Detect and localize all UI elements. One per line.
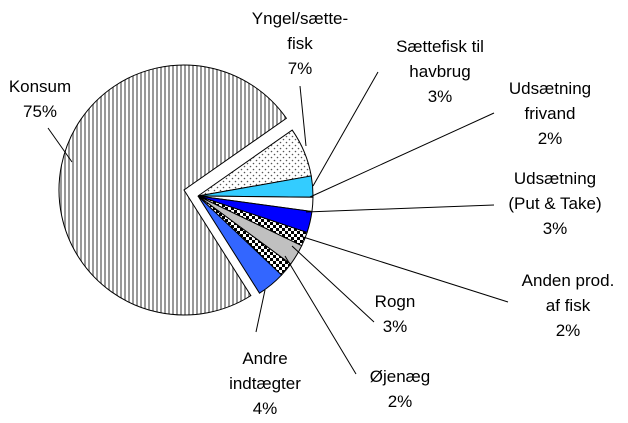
leader-line [255, 289, 266, 333]
label-line: Rogn [375, 292, 416, 311]
label-line: af fisk [546, 296, 591, 315]
leader-line [284, 255, 357, 375]
leader-line [299, 235, 509, 303]
leader-line [291, 245, 375, 323]
value-label: 3% [383, 317, 408, 336]
label-line: Sættefisk til [396, 37, 484, 56]
slice-label: Øjenæg 2% [370, 367, 430, 411]
value-label: 3% [543, 219, 568, 238]
slice-label: Yngel/sætte-fisk 7% [252, 9, 348, 78]
leader-line [47, 127, 73, 163]
pie-slice [197, 195, 283, 294]
label-line: Andre [242, 349, 287, 368]
pie-slice [58, 64, 288, 316]
value-label: 2% [388, 392, 413, 411]
leader-line [305, 204, 495, 213]
slice-label: Udsætning (Put & Take) 3% [508, 169, 601, 238]
slice-label: Udsætning frivand 2% [509, 79, 591, 148]
slice-label: Anden prod. af fisk 2% [522, 271, 615, 340]
value-label: 2% [538, 129, 563, 148]
value-label: 75% [23, 102, 57, 121]
label-line: Udsætning [514, 169, 596, 188]
slice-label: Sættefisk til havbrug 3% [396, 37, 484, 106]
slice-label: Konsum 75% [9, 77, 71, 121]
slice-label: Rogn 3% [375, 292, 416, 336]
value-label: 2% [556, 321, 581, 340]
value-label: 7% [288, 59, 313, 78]
label-line: Yngel/sætte- [252, 9, 348, 28]
value-label: 4% [253, 399, 278, 418]
label-line: Øjenæg [370, 367, 430, 386]
label-line: Konsum [9, 77, 71, 96]
label-line: Udsætning [509, 79, 591, 98]
label-line: indtægter [229, 374, 301, 393]
slice-label: Andre indtægter 4% [229, 349, 301, 418]
label-line: Anden prod. [522, 271, 615, 290]
label-line: (Put & Take) [508, 194, 601, 213]
leader-line [312, 71, 379, 187]
value-label: 3% [428, 87, 453, 106]
label-line: havbrug [409, 62, 470, 81]
leader-line [309, 112, 495, 198]
label-line: fisk [287, 34, 313, 53]
leader-line [299, 85, 307, 147]
label-line: frivand [524, 104, 575, 123]
